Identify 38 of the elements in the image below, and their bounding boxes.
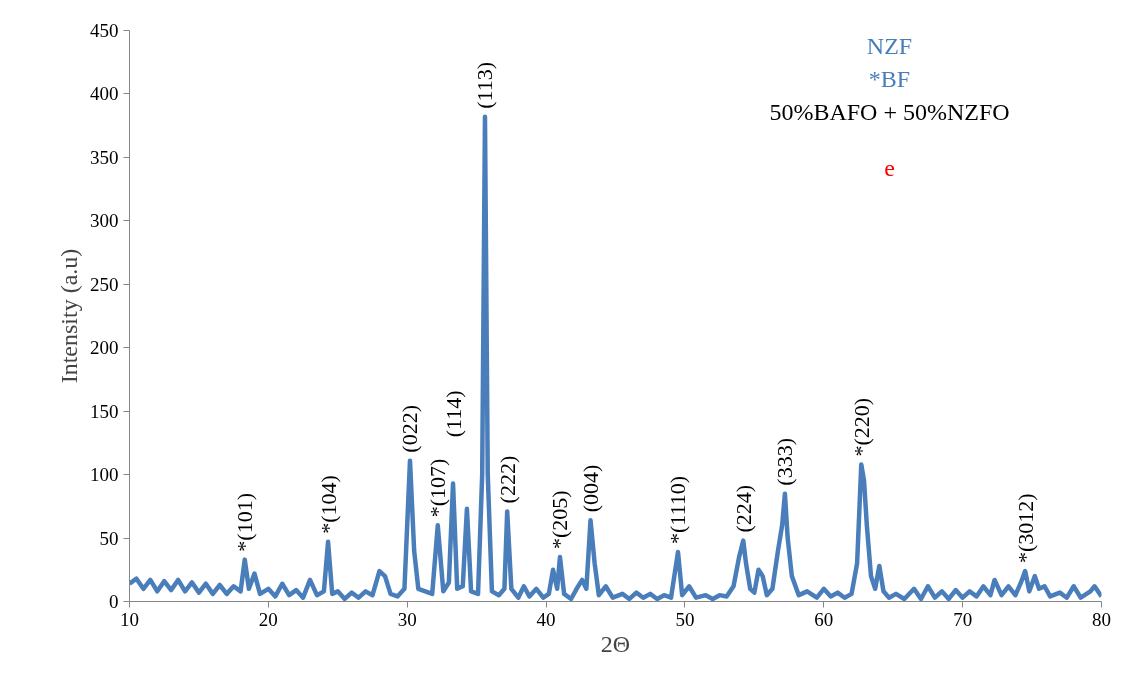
x-tick-label: 10: [120, 608, 139, 630]
annotation: NZF: [866, 32, 913, 59]
y-tick-label: 400: [90, 83, 119, 105]
y-tick-label: 150: [90, 400, 119, 422]
y-tick-label: 100: [90, 464, 119, 486]
x-tick-label: 60: [814, 608, 834, 630]
annotation: *(1110): [665, 475, 691, 545]
annotation: (222): [494, 455, 520, 504]
y-tick-label: 200: [90, 337, 119, 359]
annotation: *(220): [848, 397, 874, 457]
annotation: *BF: [868, 65, 911, 92]
annotation: (022): [397, 405, 423, 453]
annotation: e: [884, 155, 895, 181]
y-tick-label: 300: [90, 210, 119, 232]
annotation: *(107): [425, 458, 451, 518]
annotation: 50%BAFO + 50%NZFO: [769, 98, 1010, 125]
annotation: (004): [578, 464, 604, 513]
annotation: *(3012): [1012, 493, 1038, 564]
y-tick-label: 0: [109, 591, 119, 612]
x-tick-label: 50: [675, 608, 695, 630]
y-tick-label: 350: [90, 146, 119, 168]
x-tick-label: 40: [536, 608, 556, 630]
y-tick-label: 250: [90, 273, 119, 295]
x-tick-label: 70: [953, 608, 973, 630]
annotation: (113): [472, 61, 498, 109]
x-axis-title: 2Θ: [600, 630, 631, 657]
annotation: (333): [772, 437, 798, 486]
y-tick-label: 450: [90, 20, 119, 41]
annotation: *(101): [232, 492, 258, 552]
y-axis-title: Intensity (a.u): [56, 248, 82, 384]
annotation: (114): [440, 390, 466, 438]
x-tick-label: 30: [397, 608, 417, 630]
annotation: *(104): [315, 475, 341, 534]
annotation: (224): [730, 484, 756, 533]
y-tick-label: 50: [99, 527, 119, 549]
x-tick-label: 80: [1092, 608, 1111, 630]
annotation: *(205): [547, 490, 573, 550]
x-tick-label: 20: [258, 608, 278, 630]
